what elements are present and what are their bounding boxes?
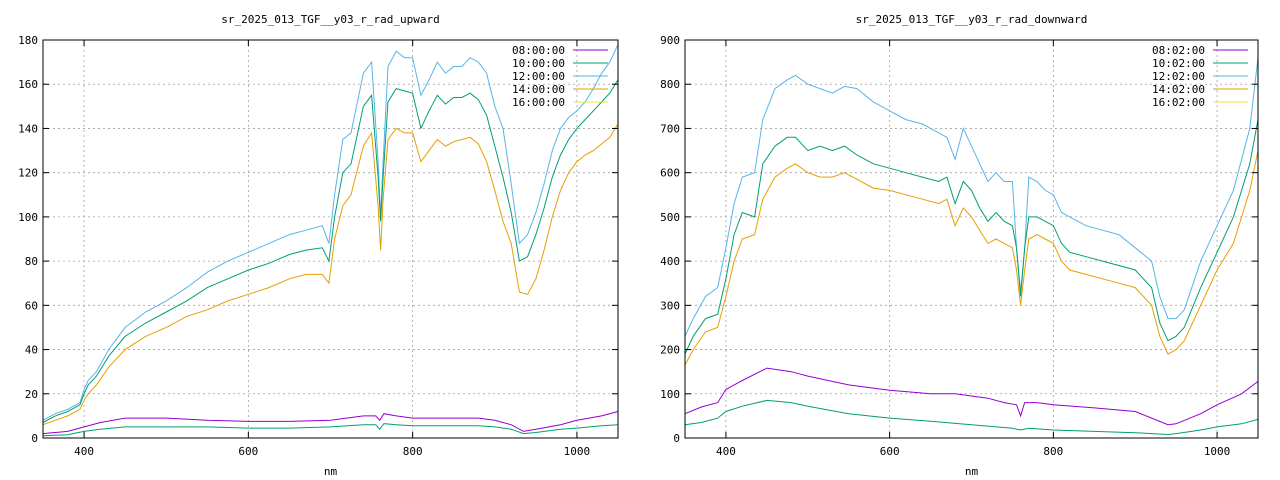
chart-0: sr_2025_013_TGF__y03_r_rad_upward 0 20 40 60…: [18, 13, 619, 478]
x-tick-label: 600: [238, 445, 258, 458]
series-line: [42, 79, 619, 423]
series-line: [684, 399, 1259, 436]
legend-label: 12:02:00: [1152, 70, 1205, 83]
plot-frame: [684, 39, 1259, 439]
x-axis-label: nm: [324, 465, 338, 478]
y-tick-label: 300: [660, 299, 680, 312]
legend-label: 10:02:00: [1152, 57, 1205, 70]
series-line: [684, 150, 1259, 366]
chart-title: sr_2025_013_TGF__y03_r_rad_downward: [856, 13, 1088, 26]
y-tick-label: 400: [660, 255, 680, 268]
legend-label: 14:02:00: [1152, 83, 1205, 96]
y-tick-label: 700: [660, 122, 680, 135]
chart-title: sr_2025_013_TGF__y03_r_rad_upward: [221, 13, 440, 26]
y-tick-label: 200: [660, 344, 680, 357]
legend-label: 10:00:00: [512, 57, 565, 70]
y-tick-label: 80: [25, 255, 38, 268]
y-tick-label: 20: [25, 388, 38, 401]
x-tick-label: 1000: [1204, 445, 1231, 458]
y-tick-label: 120: [18, 167, 38, 180]
series-line: [684, 57, 1259, 337]
legend-label: 12:00:00: [512, 70, 565, 83]
legend-label: 08:00:00: [512, 44, 565, 57]
series-line: [42, 411, 619, 435]
series-line: [42, 44, 619, 421]
chart-1: sr_2025_013_TGF__y03_r_rad_downward 0 100 2…: [660, 13, 1259, 478]
y-tick-label: 0: [31, 432, 38, 445]
legend-label: 14:00:00: [512, 83, 565, 96]
x-axis-label: nm: [965, 465, 979, 478]
y-tick-label: 160: [18, 78, 38, 91]
y-tick-label: 60: [25, 299, 38, 312]
y-tick-label: 800: [660, 78, 680, 91]
y-tick-label: 100: [18, 211, 38, 224]
plot-frame: [42, 39, 619, 439]
y-tick-label: 180: [18, 34, 38, 47]
legend-label: 16:00:00: [512, 96, 565, 109]
series-line: [684, 367, 1259, 426]
series-line: [684, 119, 1259, 355]
y-tick-label: 40: [25, 344, 38, 357]
x-tick-label: 600: [880, 445, 900, 458]
legend-label: 16:02:00: [1152, 96, 1205, 109]
y-tick-label: 0: [673, 432, 680, 445]
x-tick-label: 400: [716, 445, 736, 458]
y-tick-label: 900: [660, 34, 680, 47]
y-tick-label: 100: [660, 388, 680, 401]
series-line: [42, 123, 619, 426]
y-tick-label: 140: [18, 122, 38, 135]
x-tick-label: 1000: [564, 445, 591, 458]
x-tick-label: 800: [1043, 445, 1063, 458]
series-line: [42, 423, 619, 437]
y-tick-label: 500: [660, 211, 680, 224]
y-tick-label: 600: [660, 167, 680, 180]
x-tick-label: 800: [403, 445, 423, 458]
x-tick-label: 400: [74, 445, 94, 458]
legend-label: 08:02:00: [1152, 44, 1205, 57]
